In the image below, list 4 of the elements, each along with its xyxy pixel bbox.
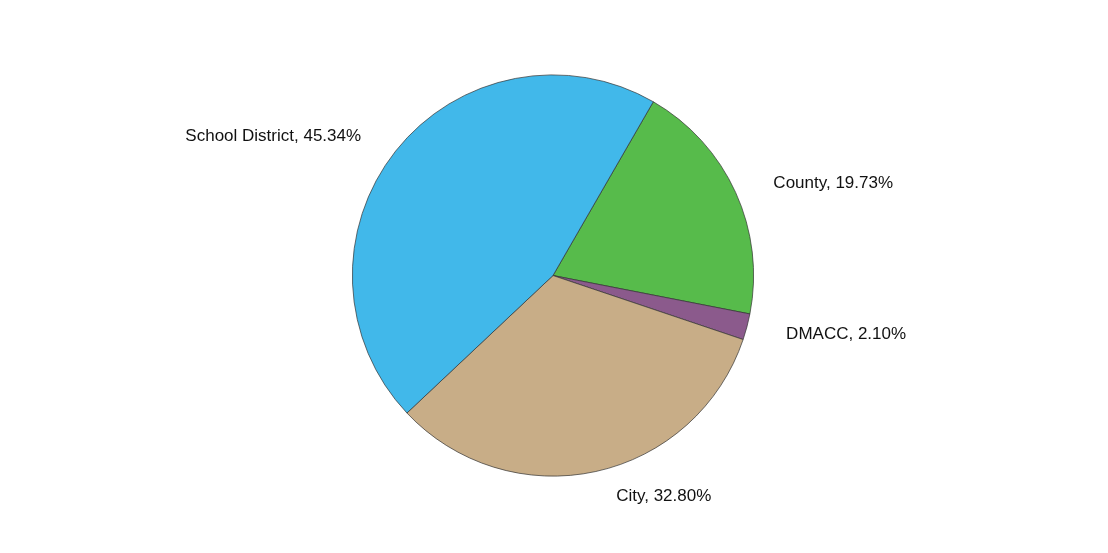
slice-label: County, 19.73% [773,172,894,192]
slice-label: School District, 45.34% [185,125,362,145]
slice-label: DMACC, 2.10% [786,323,907,343]
slice-label: City, 32.80% [616,486,712,506]
